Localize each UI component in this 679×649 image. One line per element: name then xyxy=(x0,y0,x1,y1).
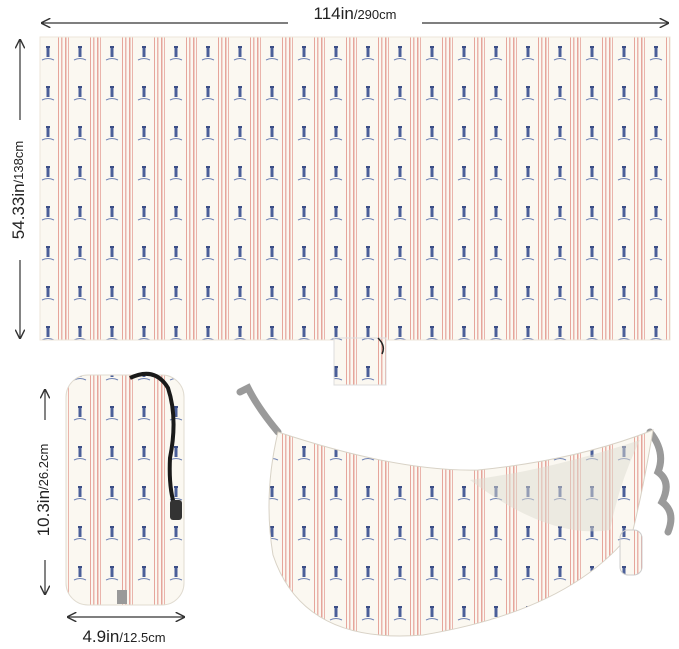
hammock-inner xyxy=(470,440,640,532)
bag-height-label: 10.3in/26.2cm xyxy=(34,444,53,537)
flat-hammock xyxy=(39,36,671,341)
sack-tag xyxy=(117,590,127,604)
label-main: 54.33in xyxy=(9,183,28,239)
sack-cord xyxy=(129,371,182,520)
label-sub: /138cm xyxy=(11,141,26,184)
width-label: 54.33in/138cm xyxy=(9,141,28,239)
hammock-straps xyxy=(236,383,675,536)
small-pouch xyxy=(333,337,387,386)
pouch-cord xyxy=(377,337,385,355)
stuff-sack xyxy=(65,374,185,606)
label-sub: /26.2cm xyxy=(36,444,51,490)
bag-diameter-label: 4.9in/12.5cm xyxy=(82,627,165,646)
label-sub: /12.5cm xyxy=(119,630,165,645)
label-bg xyxy=(288,2,422,24)
label-main: 10.3in xyxy=(34,490,53,536)
label-bg xyxy=(6,120,30,260)
attached-pouch xyxy=(619,529,643,576)
cord-lock xyxy=(170,500,182,520)
length-label: 114in/290cm xyxy=(314,4,397,23)
label-main: 114in xyxy=(314,4,354,23)
label-sub: /290cm xyxy=(354,7,397,22)
label-main: 4.9in xyxy=(82,627,119,646)
label-bg xyxy=(33,420,57,560)
